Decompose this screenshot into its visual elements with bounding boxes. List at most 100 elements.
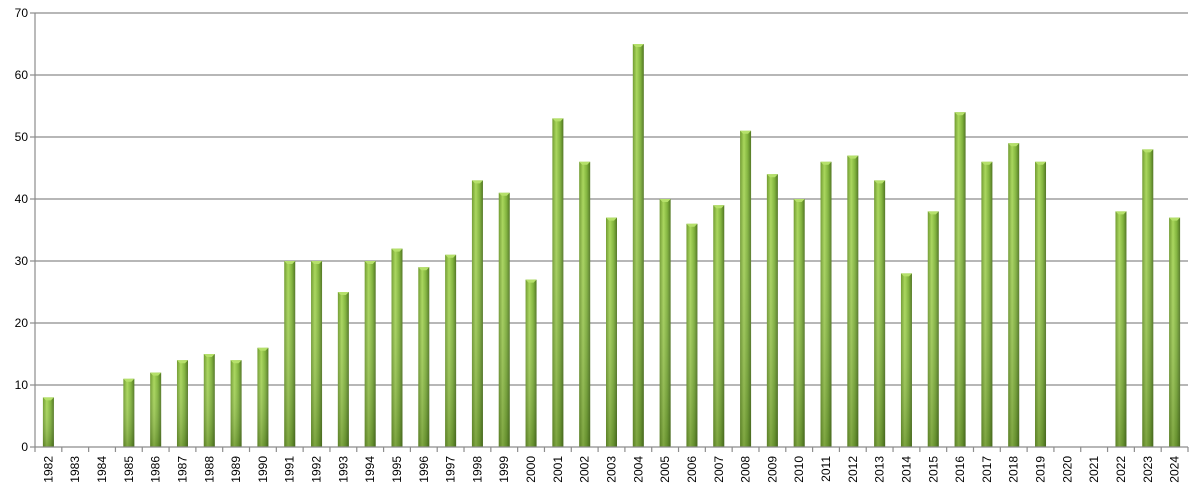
bar-shade [42, 397, 54, 447]
bar-shade [364, 261, 376, 447]
bar-shade [498, 192, 510, 447]
bar-cap [42, 397, 54, 401]
bar-cap [471, 180, 483, 184]
bar-shade [713, 205, 725, 447]
bar-shade [900, 273, 912, 447]
bar-shade [230, 360, 242, 447]
bar-1994 [364, 261, 376, 447]
x-tick-label: 2001 [551, 456, 565, 483]
bar-shade [391, 248, 403, 447]
x-tick-label: 2004 [631, 456, 645, 483]
bar-cap [579, 161, 591, 165]
bar-1987 [176, 360, 188, 447]
x-tick-label: 1990 [256, 456, 270, 483]
x-tick-label: 1989 [229, 456, 243, 483]
bar-cap [900, 273, 912, 277]
bar-1998 [471, 180, 483, 447]
y-tick-label: 10 [15, 378, 29, 392]
bar-2015 [927, 211, 939, 447]
y-tick-label: 20 [15, 316, 29, 330]
bar-shade [176, 360, 188, 447]
x-tick-label: 2023 [1141, 456, 1155, 483]
bar-cap [176, 360, 188, 364]
x-tick-label: 2015 [926, 456, 940, 483]
bar-cap [820, 161, 832, 165]
bar-shade [311, 261, 323, 447]
bar-cap [311, 261, 323, 264]
bar-cap [418, 267, 430, 271]
x-tick-label: 1984 [95, 456, 109, 483]
bar-1991 [284, 261, 296, 447]
bar-shade [257, 347, 269, 447]
bar-2001 [552, 118, 564, 448]
bar-cap [498, 192, 510, 196]
x-tick-label: 2012 [846, 456, 860, 483]
bar-shade [847, 155, 859, 447]
x-tick-label: 1985 [122, 456, 136, 483]
bar-cap [445, 254, 457, 258]
x-tick-label: 2008 [739, 456, 753, 483]
bar-shade [820, 161, 832, 448]
bar-shade [1169, 217, 1181, 447]
x-tick-label: 1986 [149, 456, 163, 483]
x-tick-label: 1982 [41, 456, 55, 483]
bar-shade [686, 223, 698, 447]
y-tick-label: 40 [15, 192, 29, 206]
x-tick-label: 1995 [390, 456, 404, 483]
bar-2017 [981, 161, 993, 448]
x-tick-label: 2018 [1007, 456, 1021, 483]
bar-shade [418, 267, 430, 447]
bar-1992 [311, 261, 323, 447]
x-axis-tick-labels: 1982 1983 1984 1985 1986 1987 1988 1989 1990 1991… [41, 456, 1181, 483]
bar-2003 [606, 217, 617, 447]
bar-cap [981, 161, 993, 165]
bar-shade [471, 180, 483, 447]
x-tick-label: 1992 [310, 456, 324, 483]
bar-1999 [498, 192, 510, 447]
bar-1986 [150, 372, 162, 447]
x-tick-label: 2016 [953, 456, 967, 483]
bar-shade [552, 118, 564, 448]
x-tick-label: 2009 [765, 456, 779, 483]
bar-shade [123, 378, 135, 447]
bar-shade [793, 199, 805, 447]
x-tick-label: 2019 [1034, 456, 1048, 483]
bar-shade [579, 161, 591, 448]
x-tick-label: 2022 [1114, 456, 1128, 483]
x-tick-label: 2007 [712, 456, 726, 483]
x-tick-label: 2017 [980, 456, 994, 483]
x-tick-label: 2011 [819, 456, 833, 482]
bar-cap [257, 347, 269, 351]
x-tick-label: 2021 [1087, 456, 1101, 483]
bar-shade [766, 174, 778, 447]
bar-cap [1115, 211, 1127, 215]
bar-cap [284, 261, 296, 264]
bar-shade [927, 211, 939, 447]
bar-cap [1035, 161, 1047, 165]
bar-2002 [579, 161, 591, 448]
bar-2012 [847, 155, 859, 447]
bar-cap [1142, 149, 1154, 153]
bar-1982 [42, 397, 54, 447]
x-tick-label: 2000 [524, 456, 538, 483]
bar-cap [847, 155, 859, 159]
bar-cap [659, 199, 671, 202]
bar-shade [525, 279, 537, 447]
bar-1995 [391, 248, 403, 447]
y-tick-label: 0 [21, 440, 28, 454]
bar-2014 [900, 273, 912, 447]
bar-cap [954, 112, 966, 116]
x-tick-label: 1998 [470, 456, 484, 483]
x-tick-label: 1994 [363, 456, 377, 483]
x-tick-label: 1983 [68, 456, 82, 483]
bar-2010 [793, 199, 805, 447]
bar-2007 [713, 205, 725, 447]
x-tick-label: 1997 [444, 456, 458, 483]
bars [42, 44, 1181, 448]
x-tick-label: 1987 [175, 456, 189, 483]
bar-shade [740, 130, 752, 448]
bar-shade [659, 199, 671, 447]
y-axis-tick-labels: 0 10 20 30 40 50 60 70 [15, 6, 29, 454]
